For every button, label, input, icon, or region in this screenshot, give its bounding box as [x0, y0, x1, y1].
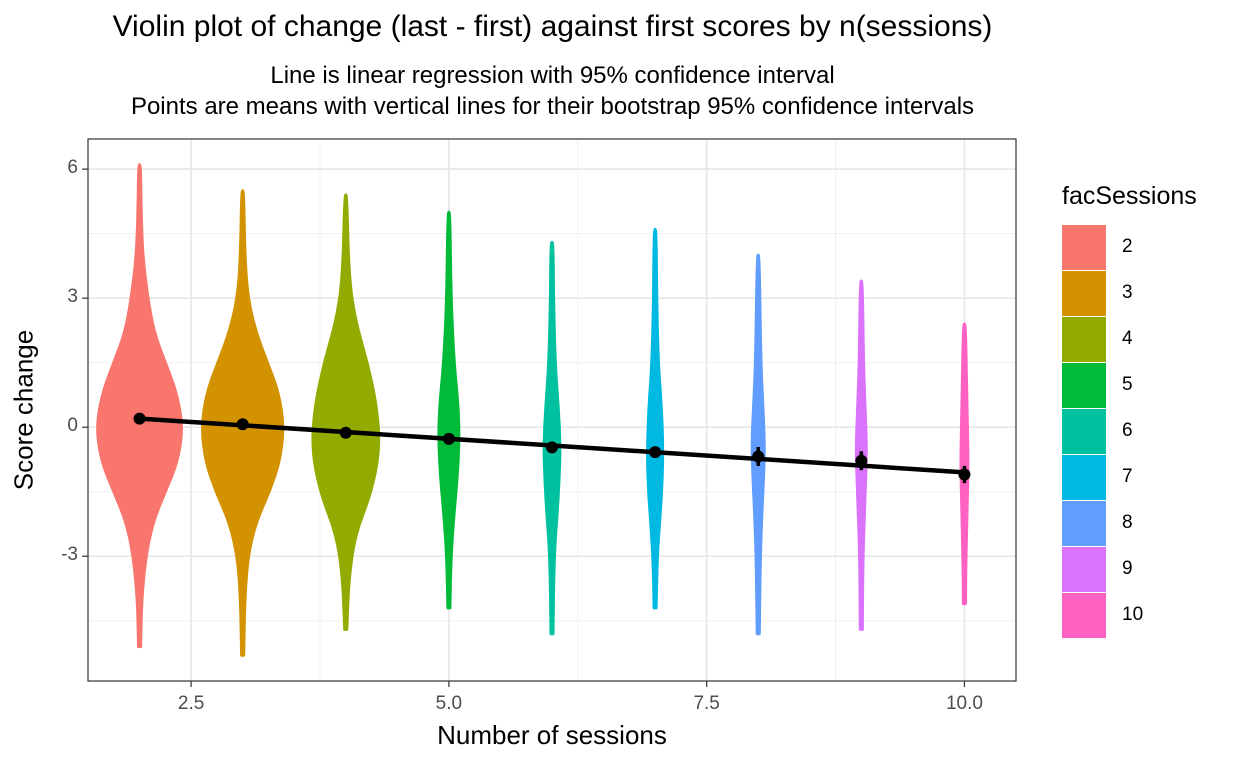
legend-label: 7: [1122, 466, 1133, 487]
mean-point-7: [649, 446, 662, 459]
legend-item-8: 8: [1062, 501, 1222, 547]
legend-label: 8: [1122, 512, 1133, 533]
mean-point-4: [339, 426, 352, 439]
overlay-layer: [133, 412, 971, 484]
x-tick-label: 10.0: [945, 693, 983, 714]
x-tick-label: 2.5: [177, 693, 205, 714]
legend-swatch: [1062, 271, 1106, 316]
legend-swatch: [1062, 317, 1106, 362]
legend-label: 10: [1122, 604, 1144, 625]
y-tick-label: 6: [67, 157, 78, 179]
legend-swatch: [1062, 593, 1106, 638]
panel-border: [87, 138, 1017, 682]
chart-subtitle-line-1: Line is linear regression with 95% confi…: [270, 62, 835, 89]
violin-6: [542, 240, 562, 636]
legend-label: 9: [1122, 558, 1133, 579]
chart-title: Violin plot of change (last - first) aga…: [112, 10, 993, 43]
legend-label: 4: [1122, 328, 1133, 349]
legend-swatch: [1062, 547, 1106, 592]
chart-subtitle-line-2: Points are means with vertical lines for…: [130, 93, 975, 120]
violin-layer: [96, 163, 970, 657]
legend-swatch: [1062, 455, 1106, 500]
legend-item-2: 2: [1062, 225, 1222, 271]
legend-item-5: 5: [1062, 363, 1222, 409]
legend-swatch: [1062, 409, 1106, 454]
mean-point-3: [236, 418, 249, 431]
legend-item-9: 9: [1062, 547, 1222, 593]
legend-item-10: 10: [1062, 593, 1222, 639]
legend-item-7: 7: [1062, 455, 1222, 501]
mean-point-10: [958, 468, 971, 481]
mean-point-8: [752, 450, 765, 463]
legend-title: facSessions: [1062, 182, 1197, 210]
y-tick-label: 3: [67, 286, 78, 308]
x-tick-label: 5.0: [435, 693, 463, 714]
mean-point-2: [133, 412, 146, 425]
legend-swatch: [1062, 363, 1106, 408]
violin-7: [646, 227, 665, 610]
mean-point-5: [442, 432, 455, 445]
legend-label: 3: [1122, 282, 1133, 303]
mean-point-6: [546, 441, 558, 454]
legend-item-4: 4: [1062, 317, 1222, 363]
legend-swatch: [1062, 501, 1106, 546]
x-axis-label: Number of sessions: [437, 720, 667, 750]
violin-10: [959, 322, 970, 606]
legend-label: 5: [1122, 374, 1133, 395]
violin-5: [437, 210, 461, 610]
legend-label: 6: [1122, 420, 1133, 441]
legend-swatch: [1062, 225, 1106, 270]
y-tick-label: -3: [61, 544, 78, 566]
legend-label: 2: [1122, 236, 1133, 257]
violin-4: [311, 193, 381, 631]
y-tick-label: 0: [67, 415, 78, 437]
x-tick-label: 7.5: [693, 693, 720, 714]
y-axis-label: Score change: [8, 329, 39, 491]
legend-item-3: 3: [1062, 271, 1222, 317]
violin-8: [750, 253, 766, 636]
legend-item-6: 6: [1062, 409, 1222, 455]
violin-2: [96, 163, 183, 649]
mean-point-9: [855, 454, 868, 467]
